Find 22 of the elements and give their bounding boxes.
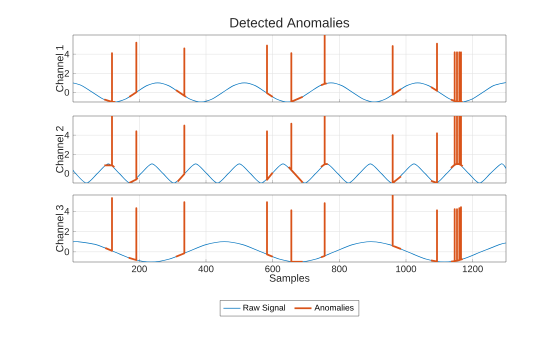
y-axis-title: Channel 3 xyxy=(56,205,64,252)
y-tick-label: 4 xyxy=(64,132,70,138)
legend-label: Anomalies xyxy=(314,304,354,311)
y-tick-label: 4 xyxy=(64,50,70,58)
y-tick-label: 2 xyxy=(64,70,70,77)
y-tick-label: 0 xyxy=(64,170,70,177)
x-tick-label: 600 xyxy=(265,266,280,272)
y-tick-label: 2 xyxy=(64,150,70,158)
y-axis-title: Channel 1 xyxy=(56,45,64,92)
x-tick-label: 400 xyxy=(198,266,214,272)
y-axis-title: Channel 2 xyxy=(56,126,64,173)
x-tick-label: 1000 xyxy=(396,266,416,272)
y-tick-label: 0 xyxy=(64,248,70,256)
y-tick-label: 4 xyxy=(64,208,70,214)
x-tick-label: 1200 xyxy=(462,266,483,272)
x-tick-label: 800 xyxy=(332,266,347,272)
y-tick-label: 2 xyxy=(64,228,70,235)
x-tick-label: 200 xyxy=(132,266,147,272)
chart-title: Detected Anomalies xyxy=(230,18,350,28)
legend-label: Raw Signal xyxy=(243,304,286,312)
x-axis-title: Samples xyxy=(270,274,310,284)
y-tick-label: 0 xyxy=(64,89,70,96)
